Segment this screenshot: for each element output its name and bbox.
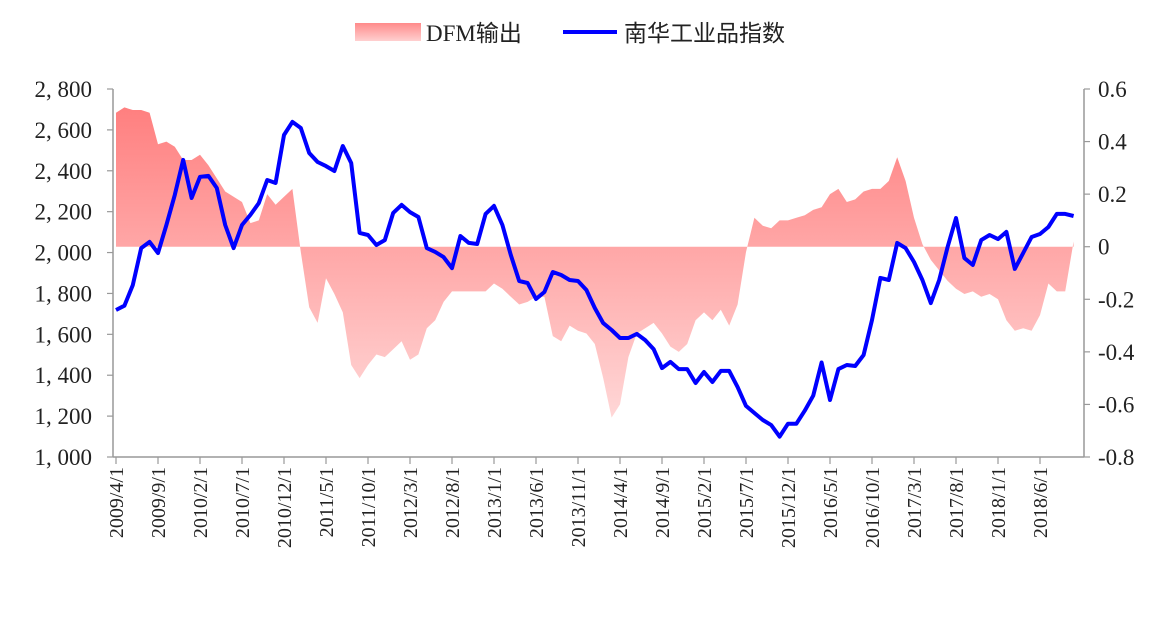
- legend-swatch-dfm: [355, 23, 421, 41]
- legend: DFM输出 南华工业品指数: [355, 21, 785, 46]
- left-tick-label: 2, 800: [35, 77, 93, 102]
- left-tick-label: 1, 200: [35, 404, 93, 429]
- x-tick-label: 2016/5/1: [820, 467, 842, 538]
- x-tick-label: 2013/1/1: [484, 467, 506, 538]
- right-tick-label: -0.2: [1098, 287, 1134, 312]
- left-tick-label: 1, 000: [35, 445, 93, 470]
- x-tick-label: 2015/7/1: [736, 467, 758, 538]
- legend-label-nanhua: 南华工业品指数: [624, 21, 785, 46]
- x-tick-label: 2012/3/1: [400, 467, 422, 538]
- dfm-area: [116, 107, 1074, 418]
- x-tick-label: 2010/12/1: [274, 467, 296, 548]
- right-tick-label: 0: [1098, 235, 1110, 260]
- x-tick-label: 2017/8/1: [946, 467, 968, 538]
- x-tick-label: 2009/9/1: [148, 467, 170, 538]
- x-tick-label: 2016/10/1: [862, 467, 884, 548]
- x-tick-label: 2010/2/1: [190, 467, 212, 538]
- right-tick-label: -0.4: [1098, 340, 1135, 365]
- x-tick-label: 2017/3/1: [904, 467, 926, 538]
- left-tick-label: 1, 800: [35, 281, 93, 306]
- right-tick-label: 0.6: [1098, 77, 1127, 102]
- right-tick-label: -0.6: [1098, 392, 1134, 417]
- x-tick-label: 2014/4/1: [610, 467, 632, 538]
- x-tick-label: 2013/6/1: [526, 467, 548, 538]
- nanhua-line-layer: [115, 119, 1075, 439]
- axes: 1, 000 1, 200 1, 400 1, 600 1, 800 2, 000 2, 2…: [35, 77, 1135, 548]
- x-tick-label: 2018/6/1: [1030, 467, 1052, 538]
- x-tick-label: 2018/1/1: [988, 467, 1010, 538]
- x-tick-label: 2012/8/1: [442, 467, 464, 538]
- x-tick-label: 2013/11/1: [568, 467, 590, 547]
- dfm-area-layer: [116, 107, 1074, 418]
- right-tick-label: 0.4: [1098, 130, 1127, 155]
- x-tick-label: 2011/5/1: [316, 467, 338, 537]
- legend-label-dfm: DFM输出: [426, 21, 522, 46]
- left-tick-label: 2, 200: [35, 200, 93, 225]
- left-tick-label: 2, 600: [35, 118, 93, 143]
- x-tick-label: 2015/12/1: [778, 467, 800, 548]
- x-tick-label: 2009/4/1: [106, 467, 128, 538]
- left-tick-label: 2, 000: [35, 241, 93, 266]
- right-tick-label: 0.2: [1098, 182, 1127, 207]
- x-tick-label: 2015/2/1: [694, 467, 716, 538]
- x-tick-label: 2010/7/1: [232, 467, 254, 538]
- nanhua-line: [115, 119, 1075, 439]
- x-tick-label: 2014/9/1: [652, 467, 674, 538]
- right-tick-label: -0.8: [1098, 445, 1134, 470]
- x-tick-label: 2011/10/1: [358, 467, 380, 547]
- left-tick-label: 2, 400: [35, 159, 93, 184]
- left-tick-label: 1, 600: [35, 322, 93, 347]
- left-tick-label: 1, 400: [35, 363, 93, 388]
